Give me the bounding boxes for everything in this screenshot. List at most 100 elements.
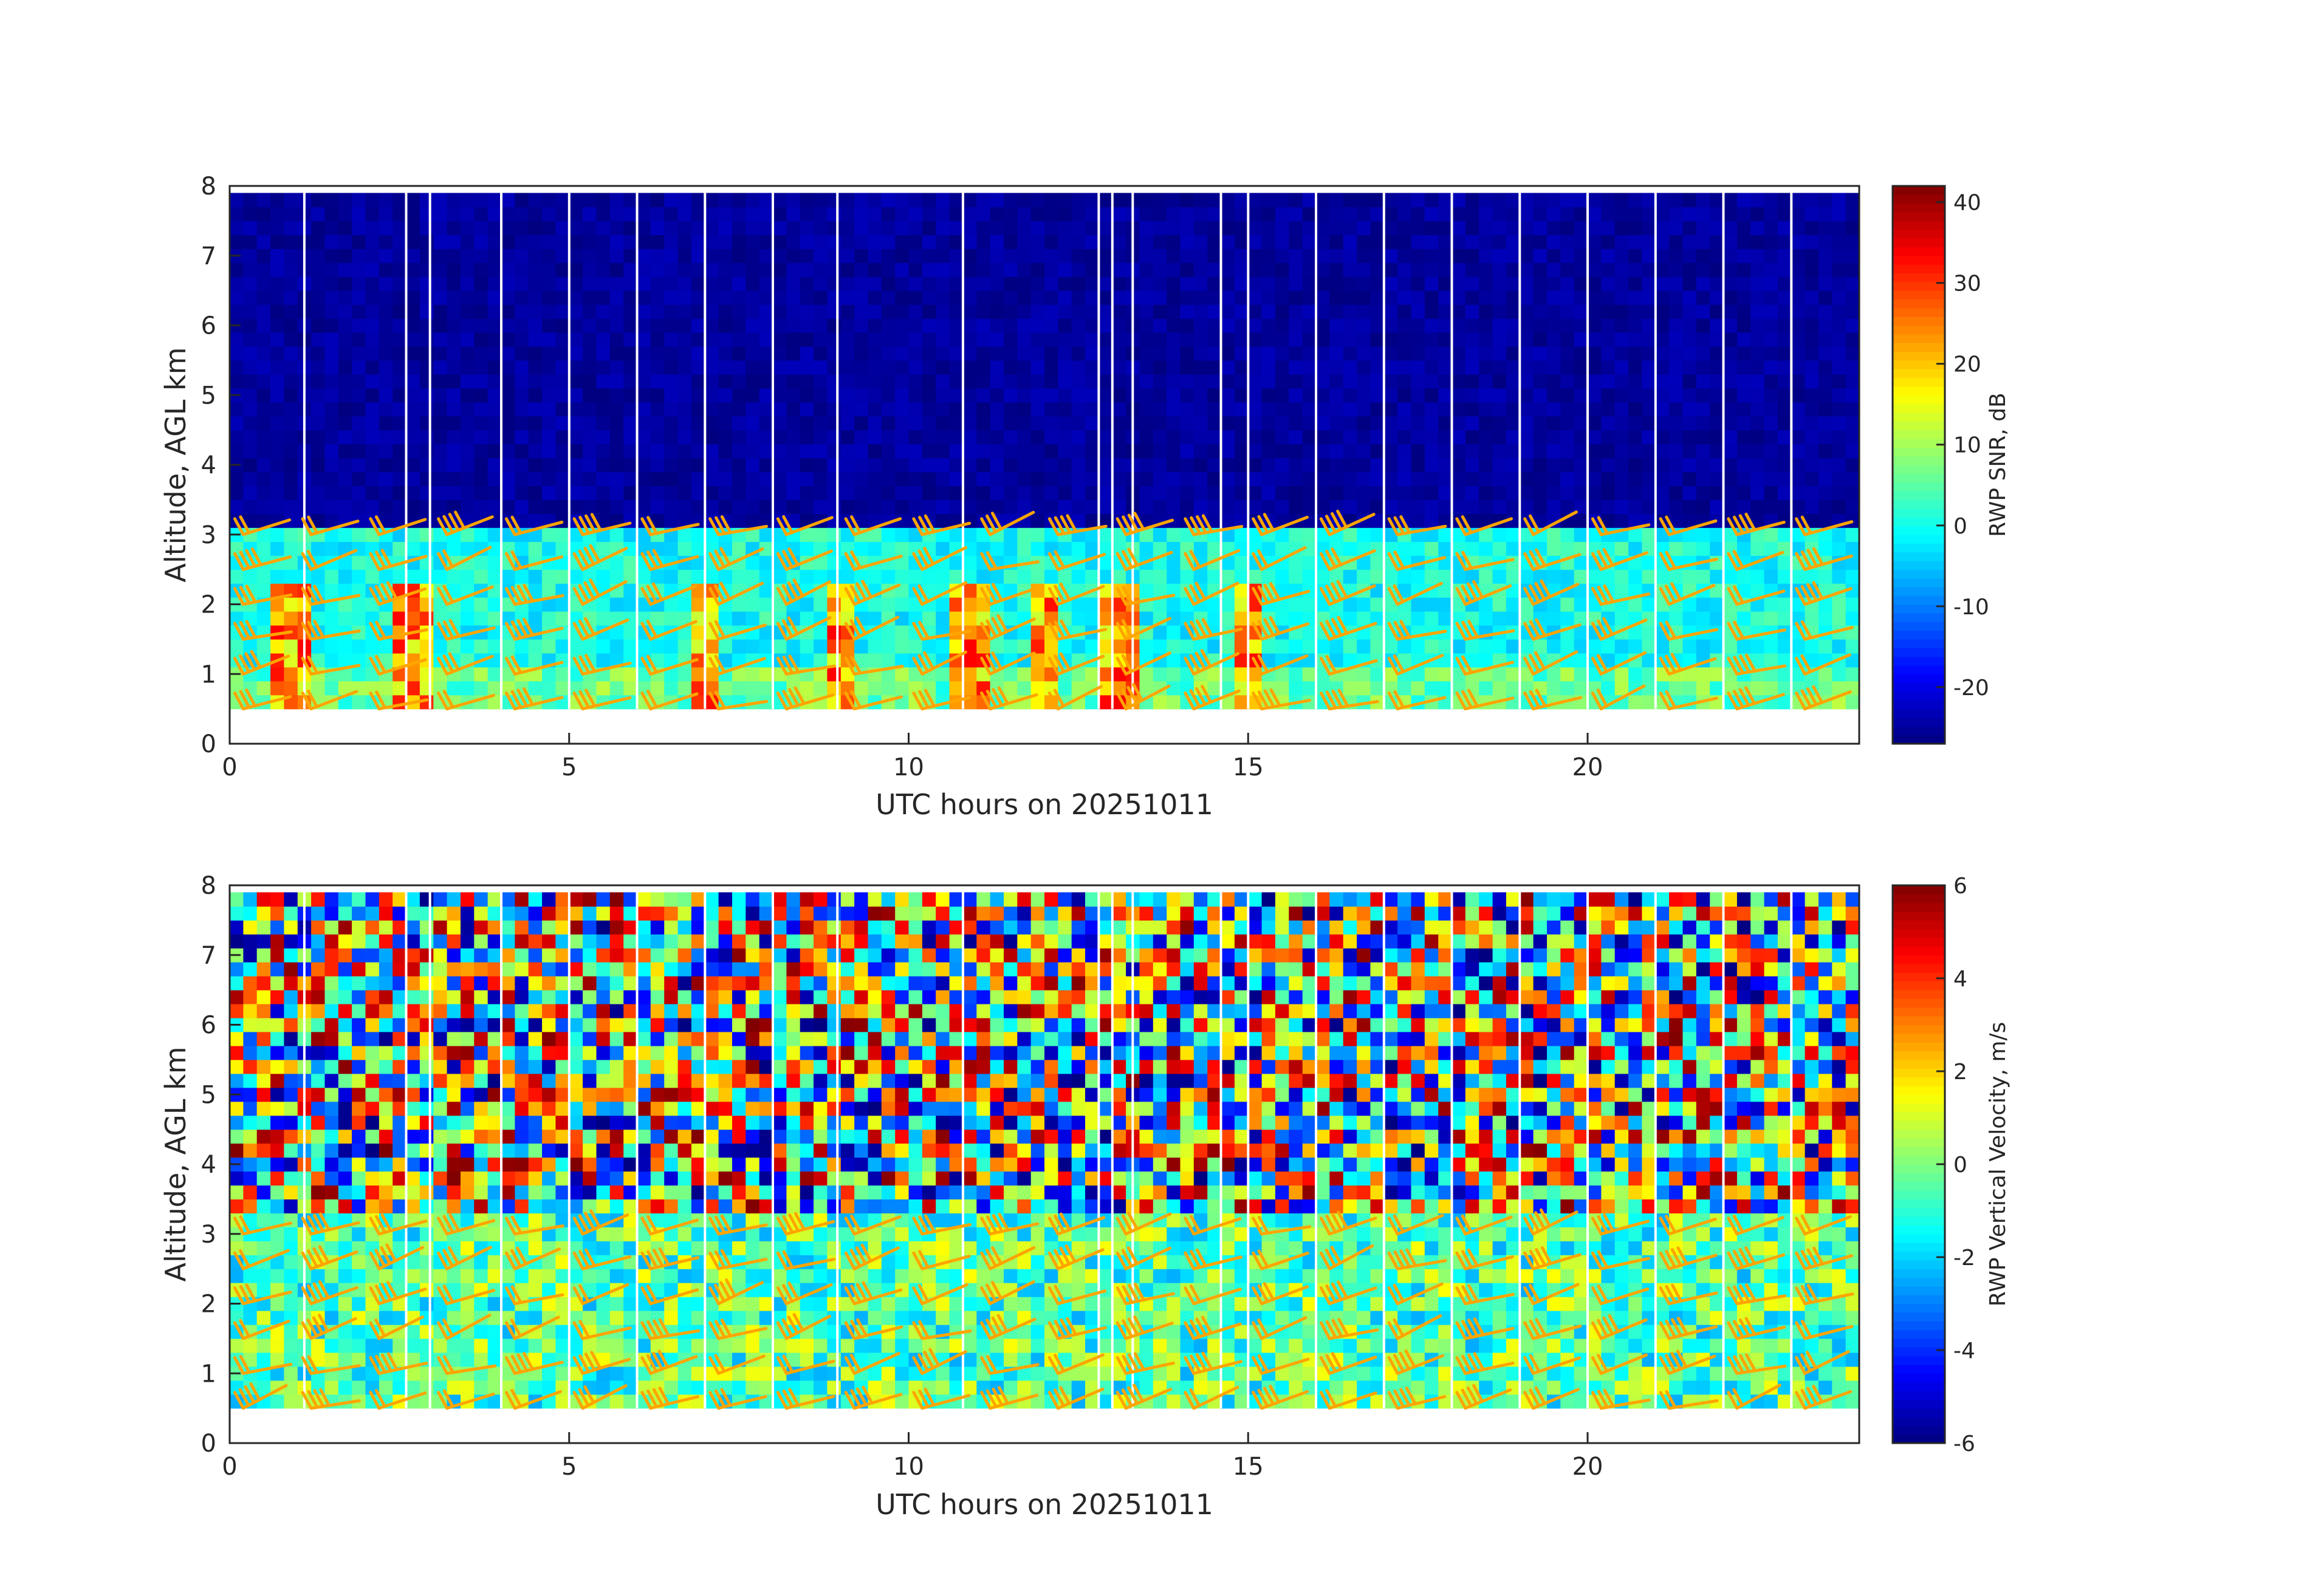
snr-heatmap-cell xyxy=(1085,235,1099,249)
snr-heatmap-cell xyxy=(949,374,964,389)
snr-heatmap-cell xyxy=(1248,388,1263,403)
snr-heatmap-cell xyxy=(746,597,760,612)
snr-heatmap-cell xyxy=(650,262,665,277)
snr-heatmap-cell xyxy=(569,416,583,431)
snr-heatmap-cell xyxy=(1750,472,1765,487)
snr-heatmap-cell xyxy=(1736,346,1751,361)
snr-heatmap-cell xyxy=(1574,374,1588,389)
snr-heatmap-cell xyxy=(569,499,583,514)
snr-heatmap-cell xyxy=(623,527,638,542)
snr-heatmap-cell xyxy=(1479,235,1493,249)
snr-heatmap-cell xyxy=(922,235,936,249)
snr-heatmap-cell xyxy=(1058,207,1072,221)
snr-heatmap-cell xyxy=(1343,499,1357,514)
snr-heatmap-cell xyxy=(786,416,801,431)
snr-heatmap-cell xyxy=(895,304,910,319)
snr-heatmap-cell xyxy=(868,625,882,640)
snr-heatmap-cell xyxy=(908,388,923,403)
snr-heatmap-cell xyxy=(609,318,624,333)
snr-heatmap-cell xyxy=(379,346,393,361)
snr-heatmap-cell xyxy=(1071,458,1086,473)
snr-heatmap-cell xyxy=(1465,193,1479,208)
snr-heatmap-cell xyxy=(1818,249,1832,263)
snr-heatmap-cell xyxy=(1099,318,1113,333)
snr-heatmap-cell xyxy=(1234,360,1249,375)
snr-heatmap-cell xyxy=(1058,388,1072,403)
snr-heatmap-cell xyxy=(759,430,773,445)
snr-heatmap-cell xyxy=(1465,513,1479,528)
snr-heatmap-cell xyxy=(936,430,950,445)
snr-heatmap-cell xyxy=(1547,681,1561,696)
snr-heatmap-cell xyxy=(1302,276,1317,291)
snr-heatmap-cell xyxy=(515,193,529,208)
snr-heatmap-cell xyxy=(1736,444,1751,459)
snr-heatmap-cell xyxy=(256,193,271,208)
snr-heatmap-cell xyxy=(1547,262,1561,277)
snr-heatmap-cell xyxy=(1710,569,1724,584)
snr-heatmap-cell xyxy=(814,193,828,208)
snr-heatmap-cell xyxy=(324,653,339,668)
snr-heatmap-cell xyxy=(1383,276,1398,291)
snr-heatmap-cell xyxy=(1791,388,1806,403)
snr-heatmap-cell xyxy=(854,513,868,528)
snr-heatmap-cell xyxy=(1289,262,1303,277)
snr-heatmap-cell xyxy=(542,485,557,500)
snr-heatmap-cell xyxy=(338,402,352,417)
snr-heatmap-cell xyxy=(324,681,339,696)
snr-heatmap-cell xyxy=(1588,472,1602,487)
snr-heatmap-cell xyxy=(1207,639,1222,654)
snr-heatmap-cell xyxy=(922,207,936,221)
snr-heatmap-cell xyxy=(664,472,679,487)
snr-heatmap-cell xyxy=(515,653,529,668)
snr-heatmap-cell xyxy=(718,611,733,626)
snr-heatmap-cell xyxy=(1397,332,1411,347)
snr-heatmap-cell xyxy=(1533,276,1548,291)
snr-heatmap-cell xyxy=(1628,695,1642,710)
snr-heatmap-cell xyxy=(555,653,570,668)
snr-heatmap-cell xyxy=(691,527,705,542)
snr-heatmap-cell xyxy=(1723,249,1738,263)
snr-heatmap-cell xyxy=(515,318,529,333)
snr-heatmap-cell xyxy=(868,388,882,403)
snr-heatmap-cell xyxy=(1492,444,1507,459)
snr-heatmap-cell xyxy=(270,569,284,584)
snr-heatmap-cell xyxy=(1289,541,1303,556)
snr-heatmap-cell xyxy=(1275,444,1289,459)
snr-heatmap-cell xyxy=(1588,569,1602,584)
snr-heatmap-cell xyxy=(1506,276,1520,291)
snr-heatmap-cell xyxy=(976,276,991,291)
snr-heatmap-cell xyxy=(1071,472,1086,487)
snr-heatmap-cell xyxy=(1099,235,1113,249)
snr-heatmap-cell xyxy=(1655,416,1670,431)
snr-heatmap-cell xyxy=(759,472,773,487)
snr-heatmap-cell xyxy=(990,374,1004,389)
snr-heatmap-cell xyxy=(474,485,488,500)
snr-missing-column xyxy=(1790,193,1793,709)
snr-heatmap-cell xyxy=(1750,402,1765,417)
snr-heatmap-cell xyxy=(311,388,326,403)
snr-heatmap-cell xyxy=(1139,667,1154,682)
snr-heatmap-cell xyxy=(1628,360,1642,375)
snr-heatmap-cell xyxy=(461,541,475,556)
snr-heatmap-cell xyxy=(1302,318,1317,333)
snr-heatmap-cell xyxy=(1791,262,1806,277)
snr-heatmap-cell xyxy=(732,193,746,208)
snr-heatmap-cell xyxy=(677,332,692,347)
snr-heatmap-cell xyxy=(962,290,977,305)
snr-heatmap-cell xyxy=(895,499,910,514)
snr-heatmap-cell xyxy=(962,527,977,542)
snr-heatmap-cell xyxy=(1764,207,1778,221)
snr-heatmap-cell xyxy=(1492,304,1507,319)
snr-heatmap-cell xyxy=(419,611,434,626)
snr-heatmap-cell xyxy=(447,221,461,235)
snr-heatmap-cell xyxy=(515,207,529,221)
snr-heatmap-cell xyxy=(1696,444,1710,459)
snr-heatmap-cell xyxy=(746,235,760,249)
snr-heatmap-cell xyxy=(786,458,801,473)
snr-heatmap-cell xyxy=(365,221,380,235)
snr-heatmap-cell xyxy=(1180,416,1195,431)
snr-heatmap-cell xyxy=(827,235,842,249)
snr-heatmap-cell xyxy=(501,374,515,389)
snr-heatmap-cell xyxy=(895,555,910,570)
snr-heatmap-cell xyxy=(677,402,692,417)
